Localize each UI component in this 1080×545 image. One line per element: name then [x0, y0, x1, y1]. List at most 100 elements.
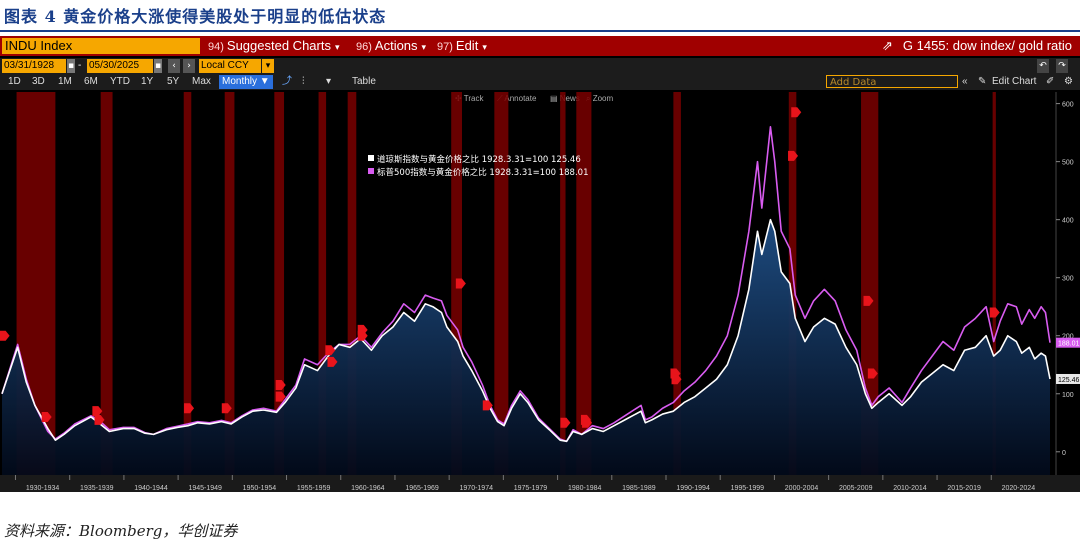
- actions-menu[interactable]: 96) Actions ▾: [356, 38, 426, 54]
- y-tick-label: 500: [1062, 160, 1074, 167]
- gear-icon[interactable]: ⚙: [1064, 76, 1073, 87]
- x-tick-label: 1960-1964: [351, 485, 385, 492]
- period-5y[interactable]: 5Y: [167, 76, 180, 87]
- news-tool[interactable]: ▤ News: [550, 92, 580, 106]
- edit-menu[interactable]: 97) Edit ▾: [437, 38, 487, 54]
- event-marker[interactable]: [560, 417, 571, 428]
- x-tick-label: 1940-1944: [134, 485, 168, 492]
- recession-band: [861, 92, 879, 475]
- period-1d[interactable]: 1D: [8, 76, 21, 87]
- event-marker[interactable]: [671, 374, 682, 385]
- event-marker[interactable]: [989, 307, 1000, 318]
- event-marker[interactable]: [582, 417, 593, 428]
- caret-down-icon: ▾: [482, 42, 487, 52]
- x-tick-label: 2010-2014: [893, 485, 927, 492]
- period-ytd[interactable]: YTD: [110, 76, 130, 87]
- x-tick-label: 1945-1949: [188, 485, 222, 492]
- event-marker[interactable]: [788, 150, 799, 161]
- y-tick-label: 300: [1062, 276, 1074, 283]
- bar-chart-icon[interactable]: ⫶: [302, 76, 305, 87]
- table-button[interactable]: Table: [352, 76, 376, 87]
- period-3d[interactable]: 3D: [32, 76, 45, 87]
- line-chart-icon[interactable]: ⤴: [282, 76, 292, 87]
- menu-number: 96): [356, 41, 372, 53]
- frequency-select[interactable]: Monthly ▼: [219, 75, 273, 89]
- x-tick-label: 1980-1984: [568, 485, 602, 492]
- dow-last-value-tag: 125.46: [1058, 377, 1080, 384]
- x-tick-label: 1935-1939: [80, 485, 114, 492]
- x-tick-label: 2015-2019: [947, 485, 981, 492]
- redo-icon[interactable]: ↷: [1056, 59, 1068, 73]
- x-tick-label: 1930-1934: [26, 485, 60, 492]
- event-marker[interactable]: [221, 403, 232, 414]
- add-data-input[interactable]: Add Data: [826, 75, 958, 88]
- event-marker[interactable]: [325, 345, 336, 356]
- event-marker[interactable]: [184, 403, 195, 414]
- recession-band: [183, 92, 192, 475]
- event-marker[interactable]: [94, 414, 105, 425]
- calendar-icon[interactable]: ▪: [67, 59, 75, 73]
- calendar-icon[interactable]: ▪: [154, 59, 162, 73]
- caret-down-icon: ▼: [257, 76, 270, 87]
- period-1y[interactable]: 1Y: [141, 76, 154, 87]
- chart-title-right: ⇗ G 1455: dow index/ gold ratio: [882, 38, 1072, 54]
- event-marker[interactable]: [791, 107, 802, 118]
- event-marker[interactable]: [357, 330, 368, 341]
- undo-icon[interactable]: ↶: [1037, 59, 1049, 73]
- ticker-field[interactable]: INDU Index: [2, 38, 200, 54]
- command-bar: INDU Index 94) Suggested Charts ▾ 96) Actio…: [0, 36, 1080, 56]
- x-tick-label: 1985-1989: [622, 485, 656, 492]
- date-range-bar: 03/31/1928 ▪ - 05/30/2025 ▪ ‹ › Local CC…: [0, 58, 1080, 74]
- event-marker[interactable]: [327, 356, 338, 367]
- event-marker[interactable]: [275, 391, 286, 402]
- recession-band: [788, 92, 797, 475]
- start-date-field[interactable]: 03/31/1928: [2, 59, 66, 73]
- recession-band: [576, 92, 592, 475]
- menu-label: Suggested Charts: [226, 38, 331, 53]
- recession-band: [347, 92, 357, 475]
- sp500-last-value-tag: 188.01: [1058, 341, 1080, 348]
- caret-down-icon: ▾: [421, 42, 427, 52]
- recession-band: [274, 92, 285, 475]
- period-1m[interactable]: 1M: [58, 76, 72, 87]
- menu-number: 94): [208, 41, 224, 53]
- event-marker[interactable]: [275, 380, 286, 391]
- news-label: News: [559, 94, 580, 103]
- edit-icon[interactable]: ✐: [1046, 76, 1055, 87]
- zoom-label: Zoom: [592, 94, 614, 103]
- external-link-icon[interactable]: ⇗: [881, 38, 893, 53]
- x-tick-label: 1950-1954: [243, 485, 277, 492]
- caption-rule: [0, 30, 1080, 32]
- suggested-charts-menu[interactable]: 94) Suggested Charts ▾: [208, 38, 340, 54]
- double-chevron-left-icon[interactable]: «: [962, 76, 968, 87]
- period-max[interactable]: Max: [192, 76, 211, 87]
- chevron-down-icon[interactable]: ▾: [326, 76, 332, 87]
- source-note: 资料来源：Bloomberg，华创证券: [4, 522, 238, 540]
- legend-dow-label: 道琼斯指数与黄金价格之比 1928.3.31=100 125.46: [377, 154, 581, 165]
- event-marker[interactable]: [41, 411, 52, 422]
- sp500-gold-ratio-line: [1, 126, 1051, 443]
- y-tick-label: 0: [1062, 450, 1066, 457]
- event-marker[interactable]: [455, 278, 466, 289]
- edit-chart-button[interactable]: Edit Chart: [992, 76, 1037, 87]
- ratio-chart: 0 100 200 300 400 500 600 1930-1934 1935-1939 194…: [0, 92, 1080, 492]
- caret-down-icon: ▾: [334, 42, 340, 52]
- chevron-left-icon[interactable]: ‹: [168, 59, 180, 73]
- chevron-down-icon[interactable]: ▾: [262, 59, 274, 73]
- currency-select[interactable]: Local CCY: [199, 59, 261, 73]
- dow-area-fill: [2, 219, 1050, 475]
- news-icon: ▤: [550, 94, 560, 103]
- bloomberg-terminal-panel: INDU Index 94) Suggested Charts ▾ 96) Actio…: [0, 36, 1080, 492]
- event-marker[interactable]: [863, 295, 874, 306]
- event-marker[interactable]: [482, 400, 493, 411]
- recession-band: [224, 92, 235, 475]
- end-date-field[interactable]: 05/30/2025: [87, 59, 153, 73]
- chevron-right-icon[interactable]: ›: [183, 59, 195, 73]
- event-marker[interactable]: [867, 368, 878, 379]
- event-marker[interactable]: [0, 330, 10, 341]
- period-6m[interactable]: 6M: [84, 76, 98, 87]
- annotate-label: Annotate: [504, 94, 537, 103]
- pencil-icon[interactable]: ✎: [978, 76, 987, 87]
- event-marker[interactable]: [92, 406, 103, 417]
- x-tick-label: 1990-1994: [676, 485, 710, 492]
